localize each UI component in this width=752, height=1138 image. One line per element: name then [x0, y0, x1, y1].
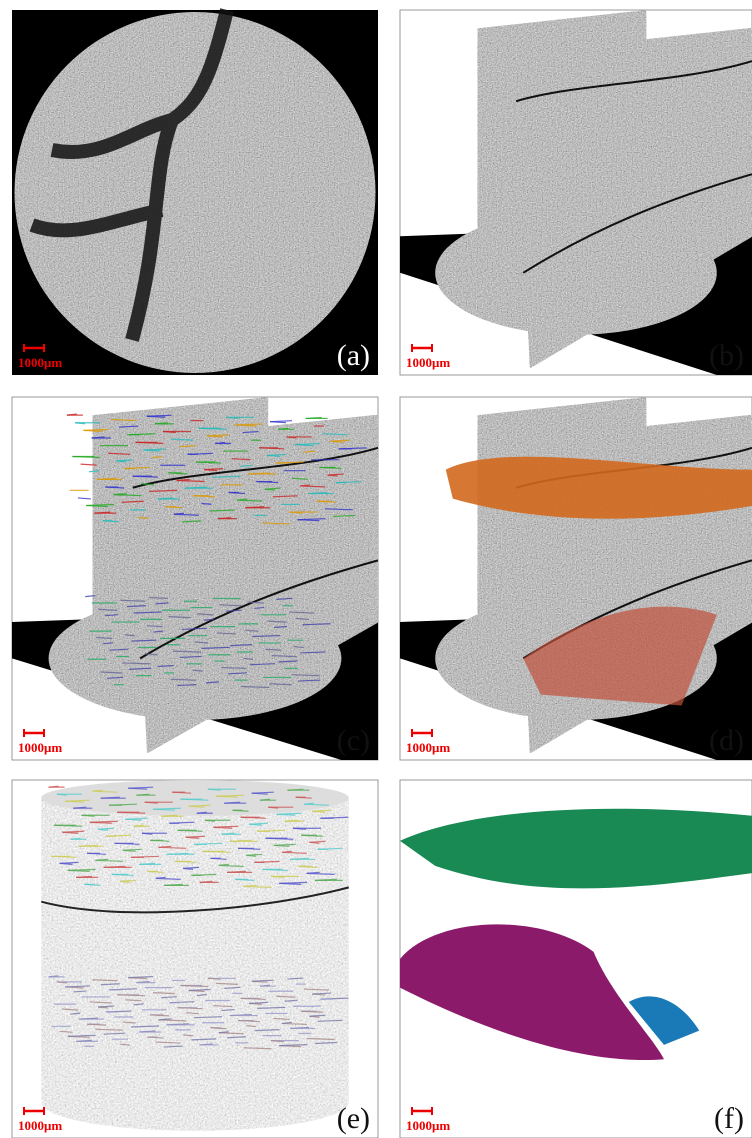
panel-label: (e) [337, 1102, 370, 1135]
panel: 1000μm (d) [400, 397, 752, 760]
scale-bar-label: 1000μm [18, 1118, 62, 1133]
panel: 1000μm (c) [12, 397, 378, 760]
figure: 1000μm(a)1000μm(b)1000μm(c)1000μm(d)1000… [0, 0, 752, 1138]
panel: 1000μm (a) [12, 10, 378, 375]
scale-bar-label: 1000μm [406, 355, 450, 370]
panel: 1000μm (e) [12, 780, 378, 1138]
scale-bar-label: 1000μm [18, 740, 62, 755]
panel: 1000μm (f) [400, 780, 752, 1138]
scale-bar-label: 1000μm [18, 355, 62, 370]
panel: 1000μm (b) [400, 10, 752, 375]
panel-label: (f) [714, 1102, 744, 1135]
panel-label: (c) [337, 724, 370, 757]
scale-bar-label: 1000μm [406, 1118, 450, 1133]
panel-label: (b) [709, 339, 744, 372]
scale-bar-label: 1000μm [406, 740, 450, 755]
ct-slice [15, 12, 376, 373]
cylinder [41, 798, 348, 1131]
panel-label: (d) [709, 724, 744, 757]
panel-label: (a) [337, 339, 370, 372]
